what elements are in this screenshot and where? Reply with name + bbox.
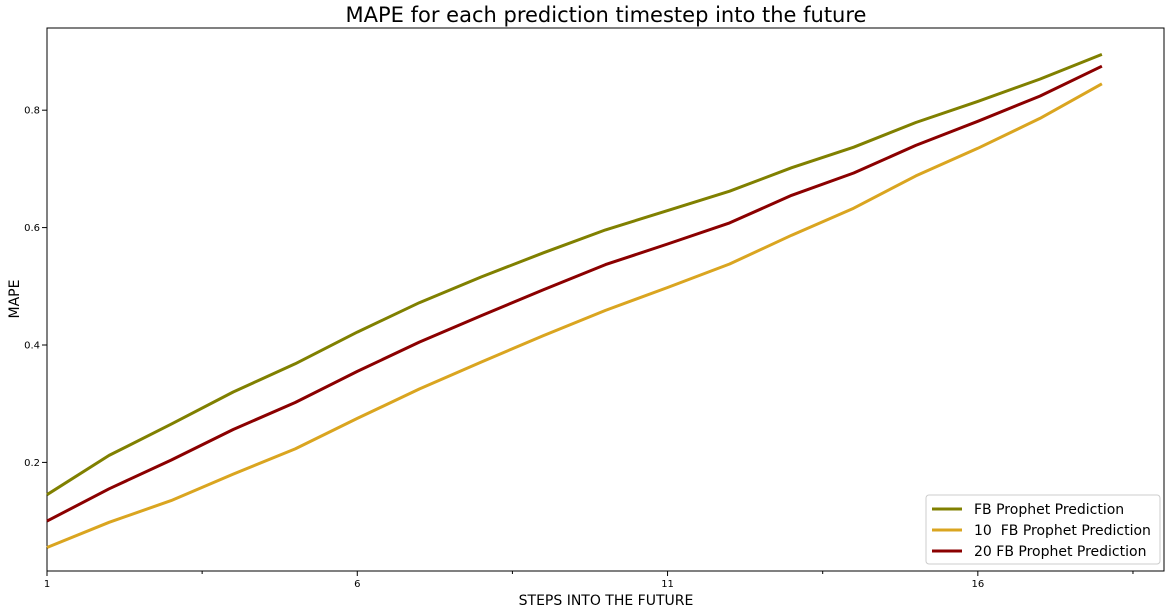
ticks-layer: 1 6 11 160.20.40.60.8 [24,106,1134,590]
series-line-1 [46,53,1103,496]
legend-label-3: 20 FB Prophet Prediction [974,544,1146,560]
chart-title: MAPE for each prediction timestep into t… [346,3,867,27]
y-tick-label: 0.6 [24,223,40,234]
y-tick-label: 0.2 [24,458,40,469]
legend: FB Prophet Prediction 10 FB Prophet Predi… [925,494,1161,565]
y-tick-label: 0.4 [24,340,40,351]
legend-label-1: FB Prophet Prediction [974,502,1124,518]
plot-area: 1 6 11 160.20.40.60.8 [24,27,1165,590]
plot-frame [46,27,1165,572]
y-tick-label: 0.8 [24,106,40,117]
x-tick-label: 11 [661,579,674,590]
y-axis-label: MAPE [7,280,23,319]
series-layer [46,53,1103,549]
x-tick-label: 6 [354,579,360,590]
x-axis-label: STEPS INTO THE FUTURE [519,593,694,609]
series-line-2 [46,82,1103,549]
series-line-3 [46,64,1103,523]
legend-box [925,494,1161,565]
x-tick-label: 16 [971,579,984,590]
x-tick-label: 1 [44,579,50,590]
legend-label-2: 10 FB Prophet Prediction [974,523,1151,539]
